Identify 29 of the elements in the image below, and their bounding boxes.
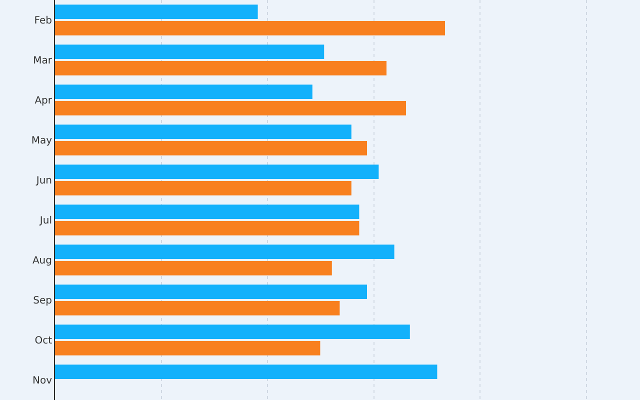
y-tick-label: Jun bbox=[35, 176, 52, 186]
y-tick-label: Feb bbox=[34, 16, 52, 26]
bar bbox=[55, 164, 379, 180]
bar bbox=[55, 324, 410, 340]
bar bbox=[55, 124, 352, 140]
y-tick-label: Nov bbox=[32, 376, 52, 386]
bar bbox=[55, 364, 438, 380]
bar bbox=[55, 44, 324, 60]
bar bbox=[55, 340, 320, 356]
y-tick-label: Jul bbox=[38, 216, 52, 226]
y-tick-label: Sep bbox=[33, 296, 52, 306]
bar bbox=[55, 20, 445, 36]
y-tick-label: Oct bbox=[34, 336, 52, 346]
bar bbox=[55, 140, 367, 156]
bar bbox=[55, 84, 312, 100]
bar bbox=[55, 300, 340, 316]
bar bbox=[55, 100, 406, 116]
bar bbox=[55, 284, 367, 300]
bar bbox=[55, 260, 332, 276]
bar bbox=[55, 180, 352, 196]
bar bbox=[55, 244, 394, 260]
bar bbox=[55, 220, 360, 236]
y-tick-label: Apr bbox=[34, 96, 53, 106]
bar bbox=[55, 204, 360, 220]
y-tick-label: Aug bbox=[32, 256, 52, 266]
y-tick-label: Mar bbox=[33, 56, 53, 66]
bar bbox=[55, 4, 258, 20]
y-tick-label: May bbox=[31, 136, 52, 146]
bar bbox=[55, 60, 386, 76]
